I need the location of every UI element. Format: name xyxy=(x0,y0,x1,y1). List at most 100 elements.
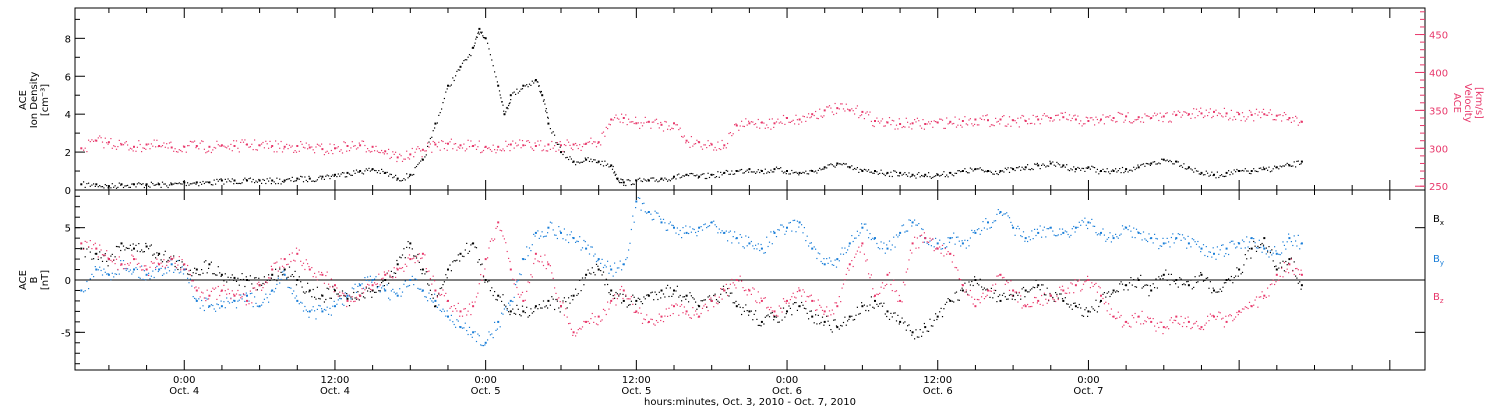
bottom-bx-point-86 xyxy=(1162,273,1165,276)
top-velocity-texture-dot xyxy=(667,128,669,130)
top-velocity-texture-dot xyxy=(1057,114,1059,116)
top-velocity-texture-dot xyxy=(625,114,627,116)
bottom-bx-texture-dot xyxy=(695,301,697,303)
top-density-texture-dot xyxy=(265,182,267,185)
top-density-texture-dot xyxy=(859,168,861,170)
top-velocity-texture-dot xyxy=(816,117,818,119)
bottom-bx-texture-dot xyxy=(286,277,288,279)
top-density-point-49 xyxy=(647,179,650,182)
bottom-by-texture-dot xyxy=(321,308,323,310)
top-velocity-point-95 xyxy=(1275,114,1278,117)
top-velocity-texture-dot xyxy=(978,124,980,126)
top-velocity-texture-dot xyxy=(216,140,218,142)
bottom-by-texture-dot xyxy=(141,265,143,267)
bottom-bz-texture-dot xyxy=(515,279,517,281)
top-density-texture-dot xyxy=(302,181,305,183)
bottom-by-texture-dot xyxy=(1094,225,1096,227)
top-density-texture-dot xyxy=(842,162,845,165)
bottom-bx-texture-dot xyxy=(935,313,937,315)
bottom-bz-texture-dot xyxy=(752,287,754,289)
bottom-ylabel-line-2: B xyxy=(29,276,40,283)
bottom-bz-texture-dot xyxy=(166,264,168,266)
bottom-bx-texture-dot xyxy=(298,276,300,278)
bottom-bz-point-27 xyxy=(421,252,424,255)
bottom-by-point-74 xyxy=(1012,226,1015,229)
bottom-bx-texture-dot xyxy=(630,300,632,302)
bottom-by-texture-dot xyxy=(263,298,265,300)
top-velocity-texture-dot xyxy=(1130,122,1132,124)
bottom-by-texture-dot xyxy=(1205,246,1207,248)
top-velocity-texture-dot xyxy=(302,146,305,148)
bottom-bx-texture-dot xyxy=(413,255,415,257)
top-velocity-texture-dot xyxy=(858,117,860,119)
top-velocity-texture-dot xyxy=(235,140,238,142)
bottom-bx-texture-dot xyxy=(833,319,835,321)
bottom-bx-texture-dot xyxy=(450,270,452,272)
bottom-by-texture-dot xyxy=(734,231,736,233)
top-velocity-texture-dot xyxy=(734,124,736,126)
top-velocity-point-35 xyxy=(522,144,525,147)
bottom-by-texture-dot xyxy=(967,239,969,242)
bottom-bx-texture-dot xyxy=(918,336,920,338)
bottom-bx-texture-dot xyxy=(575,288,577,290)
top-density-texture-dot xyxy=(1177,161,1179,163)
bottom-bz-texture-dot xyxy=(861,245,863,247)
top-velocity-point-41 xyxy=(597,141,600,144)
bottom-bx-texture-dot xyxy=(1055,292,1057,294)
bottom-by-texture-dot xyxy=(918,223,920,225)
top-velocity-texture-dot xyxy=(941,119,944,121)
bottom-by-point-15 xyxy=(271,289,274,292)
bottom-bz-texture-dot xyxy=(88,246,90,248)
top-velocity-texture-dot xyxy=(311,146,313,148)
bottom-by-texture-dot xyxy=(491,333,493,335)
bottom-bz-texture-dot xyxy=(83,248,85,250)
bottom-by-texture-dot xyxy=(1056,235,1058,237)
bottom-bx-texture-dot xyxy=(262,282,264,285)
bottom-bx-point-60 xyxy=(836,326,839,329)
top-velocity-texture-dot xyxy=(1066,118,1068,120)
bottom-bz-texture-dot xyxy=(1272,279,1274,281)
top-velocity-texture-dot xyxy=(314,152,316,154)
bottom-by-texture-dot xyxy=(616,267,618,269)
top-density-texture-dot xyxy=(477,32,479,34)
bottom-bz-texture-dot xyxy=(660,319,662,322)
top-velocity-texture-dot xyxy=(449,141,451,143)
top-velocity-texture-dot xyxy=(955,126,958,128)
top-density-texture-dot xyxy=(696,174,698,176)
bottom-bz-texture-dot xyxy=(445,292,447,294)
top-velocity-texture-dot xyxy=(273,151,275,153)
bottom-by-texture-dot xyxy=(808,245,810,247)
bottom-bx-point-6 xyxy=(158,252,161,255)
top-velocity-texture-dot xyxy=(763,122,765,124)
bottom-bx-texture-dot xyxy=(605,278,607,280)
bottom-bz-texture-dot xyxy=(252,287,254,289)
bottom-by-texture-dot xyxy=(681,237,683,239)
top-density-texture-dot xyxy=(228,180,231,182)
top-density-texture-dot xyxy=(367,169,369,171)
bottom-bz-point-40 xyxy=(585,320,588,323)
top-velocity-texture-dot xyxy=(809,117,811,119)
top-density-texture-dot xyxy=(643,178,645,180)
top-velocity-texture-dot xyxy=(1255,108,1258,110)
top-velocity-texture-dot xyxy=(141,151,143,153)
bottom-bz-texture-dot xyxy=(622,297,624,300)
bottom-bz-texture-dot xyxy=(1285,271,1287,273)
top-density-texture-dot xyxy=(707,172,709,174)
bottom-bx-texture-dot xyxy=(835,325,838,327)
bottom-bx-texture-dot xyxy=(968,281,970,283)
top-velocity-texture-dot xyxy=(468,146,471,148)
top-density-texture-dot xyxy=(626,179,628,181)
bottom-by-texture-dot xyxy=(142,278,144,280)
top-density-point-75 xyxy=(974,168,977,171)
bottom-bx-texture-dot xyxy=(1202,280,1205,282)
bottom-bx-texture-dot xyxy=(155,257,157,259)
bottom-by-texture-dot xyxy=(375,276,377,278)
bottom-bz-texture-dot xyxy=(1195,320,1198,323)
bottom-by-point-60 xyxy=(836,258,839,261)
top-density-texture-dot xyxy=(731,170,733,172)
top-velocity-texture-dot xyxy=(1094,124,1096,126)
top-density-texture-dot xyxy=(1135,167,1138,169)
bottom-bx-texture-dot xyxy=(312,288,314,291)
top-velocity-texture-dot xyxy=(695,143,697,145)
top-velocity-texture-dot xyxy=(482,149,485,152)
